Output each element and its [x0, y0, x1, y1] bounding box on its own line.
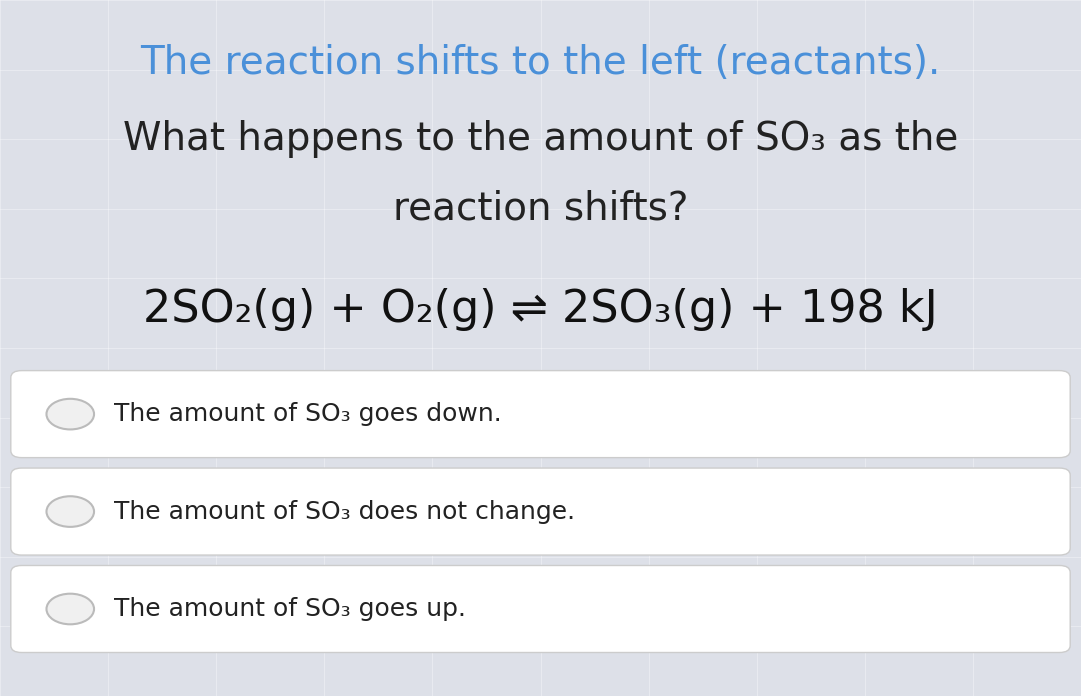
FancyBboxPatch shape — [11, 468, 1070, 555]
Circle shape — [46, 496, 94, 527]
Text: What happens to the amount of SO₃ as the: What happens to the amount of SO₃ as the — [123, 120, 958, 158]
Text: The amount of SO₃ does not change.: The amount of SO₃ does not change. — [114, 500, 575, 523]
Text: The reaction shifts to the left (reactants).: The reaction shifts to the left (reactan… — [141, 44, 940, 81]
FancyBboxPatch shape — [11, 565, 1070, 653]
Text: reaction shifts?: reaction shifts? — [392, 190, 689, 228]
Text: The amount of SO₃ goes down.: The amount of SO₃ goes down. — [114, 402, 502, 426]
Circle shape — [46, 594, 94, 624]
Circle shape — [46, 399, 94, 429]
Text: The amount of SO₃ goes up.: The amount of SO₃ goes up. — [114, 597, 466, 621]
Text: 2SO₂(g) + O₂(g) ⇌ 2SO₃(g) + 198 kJ: 2SO₂(g) + O₂(g) ⇌ 2SO₃(g) + 198 kJ — [143, 288, 938, 331]
FancyBboxPatch shape — [11, 370, 1070, 458]
